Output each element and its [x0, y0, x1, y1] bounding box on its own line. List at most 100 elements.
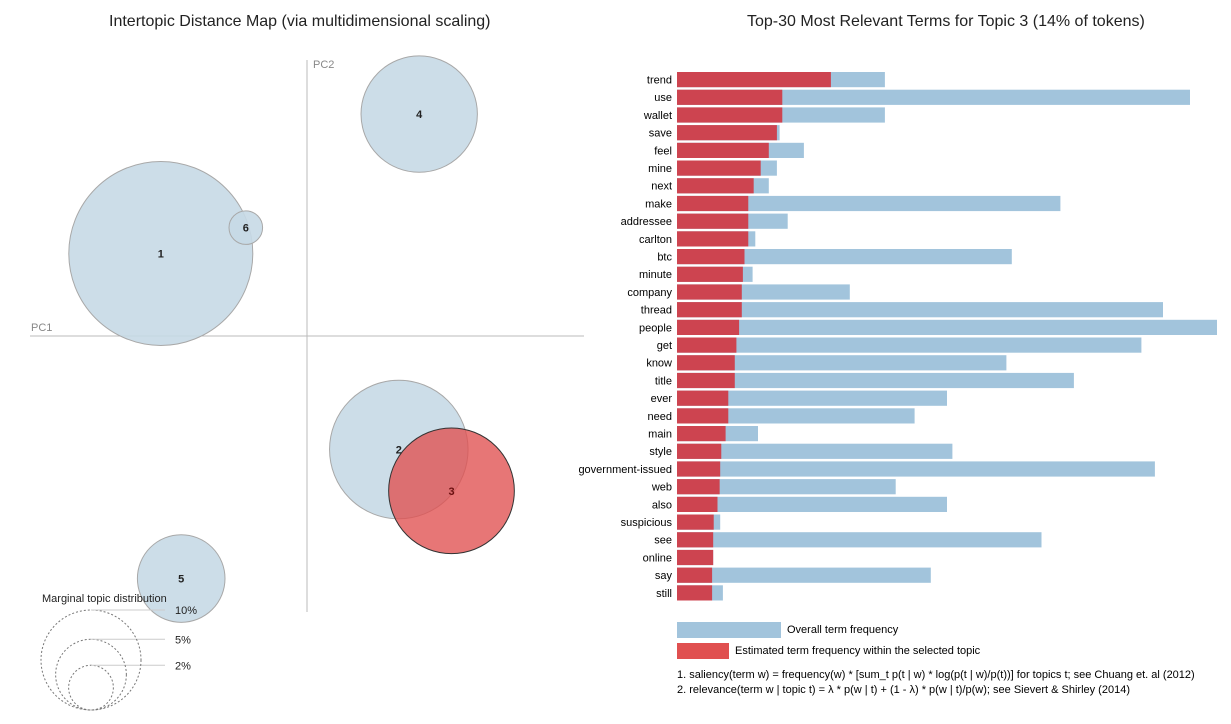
term-label-web[interactable]: web	[651, 482, 672, 494]
topic-bar-make[interactable]	[677, 195, 749, 212]
term-bar-chart: trend use wallet save feel mine next make addres…	[578, 72, 1217, 696]
overall-bar-government-issued[interactable]	[677, 461, 1155, 477]
topic-bar-say[interactable]	[677, 567, 713, 583]
topic-bar-wallet[interactable]	[677, 107, 783, 123]
term-label-trend[interactable]: trend	[647, 75, 672, 87]
overall-bar-use[interactable]	[677, 89, 1190, 105]
marginal-label-10: 10%	[175, 605, 197, 617]
overall-bar-say[interactable]	[677, 567, 931, 583]
intertopic-distance-map: PC2 PC1 1 2 4 5 6 3 Marginal topic distribution 2…	[30, 55, 584, 711]
overall-bar-style[interactable]	[677, 443, 953, 459]
term-label-government-issued[interactable]: government-issued	[578, 464, 672, 476]
topic-bar-get[interactable]	[677, 337, 737, 353]
topic-label-6: 6	[243, 223, 249, 235]
marginal-label-5: 5%	[175, 634, 191, 646]
pc2-axis-label: PC2	[313, 59, 334, 71]
topic-bar-mine[interactable]	[677, 160, 761, 176]
term-label-say[interactable]: say	[655, 570, 673, 582]
term-label-title[interactable]: title	[655, 375, 672, 387]
topic-bar-feel[interactable]	[677, 142, 769, 158]
topic-bar-btc[interactable]	[677, 249, 745, 265]
legend-overall-label: Overall term frequency	[787, 624, 899, 636]
topic-label-4: 4	[416, 109, 423, 121]
term-label-suspicious[interactable]: suspicious	[621, 517, 673, 529]
topic-circle-6[interactable]	[228, 210, 264, 245]
term-label-main[interactable]: main	[648, 429, 672, 441]
overall-bar-title[interactable]	[677, 372, 1074, 389]
topic-bar-still[interactable]	[677, 585, 713, 601]
term-label-also[interactable]: also	[652, 499, 672, 511]
term-label-get[interactable]: get	[657, 340, 672, 352]
term-label-addressee[interactable]: addressee	[621, 216, 672, 228]
term-label-feel[interactable]: feel	[654, 145, 672, 157]
overall-bar-see[interactable]	[677, 532, 1042, 548]
topic-bar-need[interactable]	[677, 408, 729, 424]
term-label-ever[interactable]: ever	[651, 393, 673, 405]
topic-bar-thread[interactable]	[677, 302, 742, 318]
term-label-still[interactable]: still	[656, 588, 672, 600]
term-label-use[interactable]: use	[654, 92, 672, 104]
topic-bar-online[interactable]	[677, 549, 714, 566]
topic-bar-save[interactable]	[677, 125, 777, 141]
topic-bar-suspicious[interactable]	[677, 514, 714, 530]
topic-bar-trend[interactable]	[677, 72, 831, 88]
marginal-circle-5	[55, 638, 127, 711]
legend-topic-swatch	[677, 643, 729, 659]
overall-bar-web[interactable]	[677, 479, 896, 495]
term-label-need[interactable]: need	[648, 411, 672, 423]
term-label-minute[interactable]: minute	[639, 269, 672, 281]
topic-bar-title[interactable]	[677, 372, 735, 389]
term-label-know[interactable]: know	[646, 358, 672, 370]
topic-bar-company[interactable]	[677, 284, 742, 300]
overall-bar-also[interactable]	[677, 496, 947, 512]
overall-bar-make[interactable]	[677, 195, 1061, 212]
term-label-next[interactable]: next	[651, 181, 672, 193]
topic-bar-main[interactable]	[677, 426, 726, 442]
topic-bar-ever[interactable]	[677, 390, 729, 406]
overall-bar-thread[interactable]	[677, 302, 1163, 318]
term-label-btc[interactable]: btc	[657, 252, 672, 264]
overall-bar-btc[interactable]	[677, 249, 1012, 265]
term-label-see[interactable]: see	[654, 535, 672, 547]
term-label-style[interactable]: style	[649, 446, 672, 458]
overall-bar-get[interactable]	[677, 337, 1142, 353]
topic-bar-see[interactable]	[677, 532, 714, 548]
term-label-mine[interactable]: mine	[648, 163, 672, 175]
topic-bar-use[interactable]	[677, 89, 783, 105]
topic-circle-4[interactable]	[360, 55, 478, 173]
topic-circle-3[interactable]	[388, 427, 515, 555]
overall-bar-people[interactable]	[677, 319, 1217, 335]
topic-bar-addressee[interactable]	[677, 213, 749, 229]
overall-bar-know[interactable]	[677, 355, 1007, 371]
overall-bar-ever[interactable]	[677, 390, 947, 406]
overall-bar-need[interactable]	[677, 408, 915, 424]
topic-bar-next[interactable]	[677, 178, 754, 194]
topic-bar-web[interactable]	[677, 479, 720, 495]
topic-bar-government-issued[interactable]	[677, 461, 721, 477]
topic-bar-also[interactable]	[677, 496, 718, 512]
term-label-save[interactable]: save	[649, 128, 672, 140]
topic-circle-5[interactable]	[136, 534, 226, 623]
footnote-2: 2. relevance(term w | topic t) = λ * p(w…	[677, 684, 1130, 696]
topic-bar-style[interactable]	[677, 443, 722, 459]
topic-bar-people[interactable]	[677, 319, 740, 335]
marginal-circle-10	[40, 609, 142, 711]
term-label-wallet[interactable]: wallet	[643, 110, 672, 122]
intertopic-map-title: Intertopic Distance Map (via multidimens…	[109, 13, 491, 30]
topic-bar-know[interactable]	[677, 355, 735, 371]
topic-label-1: 1	[158, 248, 164, 260]
topic-bar-carlton[interactable]	[677, 231, 749, 247]
term-label-thread[interactable]: thread	[641, 305, 672, 317]
legend-topic-label: Estimated term frequency within the sele…	[735, 645, 981, 657]
term-label-company[interactable]: company	[627, 287, 672, 299]
topic-bar-minute[interactable]	[677, 266, 743, 282]
term-label-carlton[interactable]: carlton	[639, 234, 672, 246]
term-label-online[interactable]: online	[643, 552, 672, 564]
term-label-people[interactable]: people	[639, 322, 672, 334]
term-label-make[interactable]: make	[645, 198, 672, 210]
topic-circle-1[interactable]	[68, 160, 254, 346]
pc1-axis-label: PC1	[31, 322, 52, 334]
marginal-label-2: 2%	[175, 660, 191, 672]
marginal-circle-2	[68, 664, 114, 711]
footnote-1: 1. saliency(term w) = frequency(w) * [su…	[677, 669, 1195, 681]
